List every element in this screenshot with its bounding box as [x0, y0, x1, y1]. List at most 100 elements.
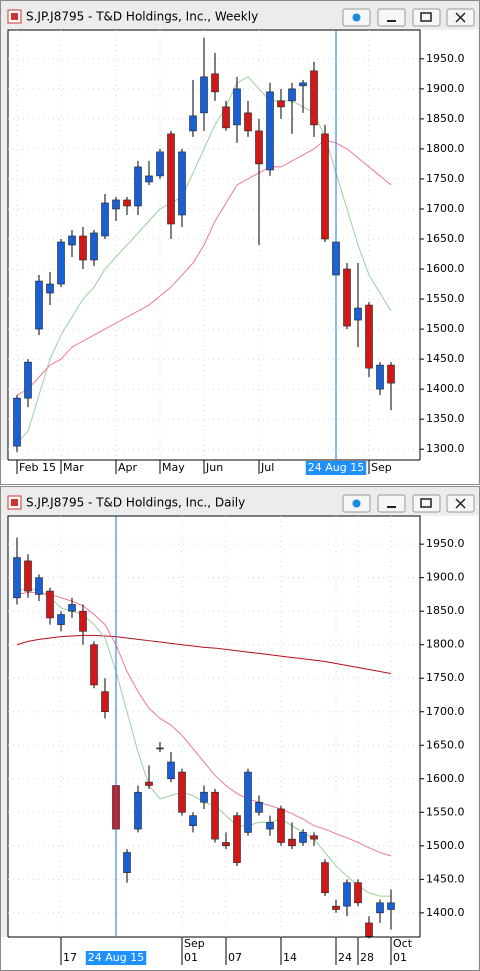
candle-body — [211, 791, 219, 840]
button-close — [455, 498, 466, 509]
candle-body — [134, 166, 142, 207]
y-tick-label: 1450.0 — [426, 352, 465, 365]
candle-body — [387, 902, 395, 910]
candle-body — [68, 604, 76, 612]
month-label: Sep — [184, 937, 205, 950]
y-tick-label: 1450.0 — [426, 872, 465, 885]
candle-body — [332, 905, 340, 910]
y-tick-label: 1700.0 — [426, 202, 465, 215]
cursor-label-box — [85, 951, 147, 965]
plot-area — [7, 515, 421, 938]
button-dot — [352, 13, 361, 22]
candle-body — [288, 88, 296, 102]
candle-body — [189, 115, 197, 132]
candle-body — [112, 199, 120, 210]
candle-body — [288, 838, 296, 847]
candle-body — [266, 822, 274, 830]
x-axis-area — [1, 937, 420, 970]
y-tick-label: 1600.0 — [426, 262, 465, 275]
axis-area — [420, 30, 478, 484]
button-min — [387, 506, 396, 508]
y-tick-label: 1400.0 — [426, 382, 465, 395]
x-tick-label: Mar — [63, 461, 84, 474]
candle-body — [233, 815, 241, 863]
candle-body — [156, 151, 164, 177]
cursor-label: 24 Aug 15 — [308, 461, 364, 474]
window-button[interactable] — [377, 494, 406, 513]
candle-body — [24, 560, 32, 592]
candle-body — [321, 133, 329, 240]
x-tick-label: Jul — [260, 461, 274, 474]
candle-body — [354, 882, 362, 904]
x-tick-label: 24 — [338, 951, 352, 964]
window-button[interactable] — [412, 494, 441, 513]
month-label: Oct — [393, 937, 413, 950]
candle-body — [178, 151, 186, 216]
candle-body — [101, 202, 109, 237]
candle-body — [244, 112, 252, 132]
button-restore — [420, 498, 432, 508]
y-tick-label: 1350.0 — [426, 412, 465, 425]
y-tick-label: 1500.0 — [426, 839, 465, 852]
candle-body — [167, 761, 175, 780]
candle-body — [299, 832, 307, 843]
y-tick-label: 1300.0 — [426, 442, 465, 455]
candle-body — [310, 835, 318, 840]
candle-body — [343, 882, 351, 907]
candle-body — [321, 862, 329, 894]
x-tick-label: Jun — [205, 461, 223, 474]
candle-body — [46, 283, 54, 294]
x-tick-label: 28 — [360, 951, 374, 964]
candle-body — [299, 82, 307, 87]
candle-body — [167, 133, 175, 225]
candle-body — [24, 361, 32, 399]
app-icon-mark — [11, 499, 18, 506]
plot-area — [7, 29, 421, 461]
y-tick-label: 1850.0 — [426, 112, 465, 125]
window-button[interactable] — [377, 8, 406, 27]
y-tick-label: 1650.0 — [426, 232, 465, 245]
y-tick-label: 1650.0 — [426, 738, 465, 751]
candle-body — [354, 307, 362, 321]
candle-body — [145, 175, 153, 183]
candle-body — [277, 100, 285, 108]
candle-body — [200, 76, 208, 114]
y-tick-label: 1850.0 — [426, 604, 465, 617]
candle-body — [134, 791, 142, 830]
x-tick-label: 01 — [393, 951, 407, 964]
candle-body — [244, 771, 252, 833]
y-tick-label: 1750.0 — [426, 172, 465, 185]
candle-body — [387, 364, 395, 384]
y-tick-label: 1950.0 — [426, 537, 465, 550]
candle-body — [90, 232, 98, 261]
button-restore — [420, 12, 432, 22]
candle-body — [255, 130, 263, 165]
x-tick-label: Apr — [118, 461, 138, 474]
x-tick-label: Feb 15 — [19, 461, 56, 474]
window-button[interactable] — [412, 8, 441, 27]
candle-body — [200, 791, 208, 803]
candle-body — [57, 614, 65, 625]
candle-body — [189, 815, 197, 827]
candle-body — [57, 241, 65, 285]
y-tick-label: 1900.0 — [426, 571, 465, 584]
candle-body — [79, 610, 87, 632]
button-dot — [352, 499, 361, 508]
candle-body — [123, 852, 131, 873]
app-icon-mark — [11, 13, 18, 20]
window-title: S.JP.J8795 - T&D Holdings, Inc., Daily — [26, 496, 245, 510]
cursor-label-box — [305, 461, 367, 475]
button-min — [387, 20, 396, 22]
candle-body — [13, 557, 21, 599]
y-tick-label: 1800.0 — [426, 142, 465, 155]
candle-body — [233, 88, 241, 126]
candle-body — [222, 842, 230, 847]
candle-body — [156, 747, 164, 750]
x-tick-label: 14 — [283, 951, 297, 964]
axis-area — [420, 516, 478, 970]
x-tick-label: 01 — [184, 951, 198, 964]
y-tick-label: 1400.0 — [426, 906, 465, 919]
candle-body — [255, 801, 263, 813]
moving-average — [16, 634, 392, 675]
window-title: S.JP.J8795 - T&D Holdings, Inc., Weekly — [26, 10, 258, 24]
